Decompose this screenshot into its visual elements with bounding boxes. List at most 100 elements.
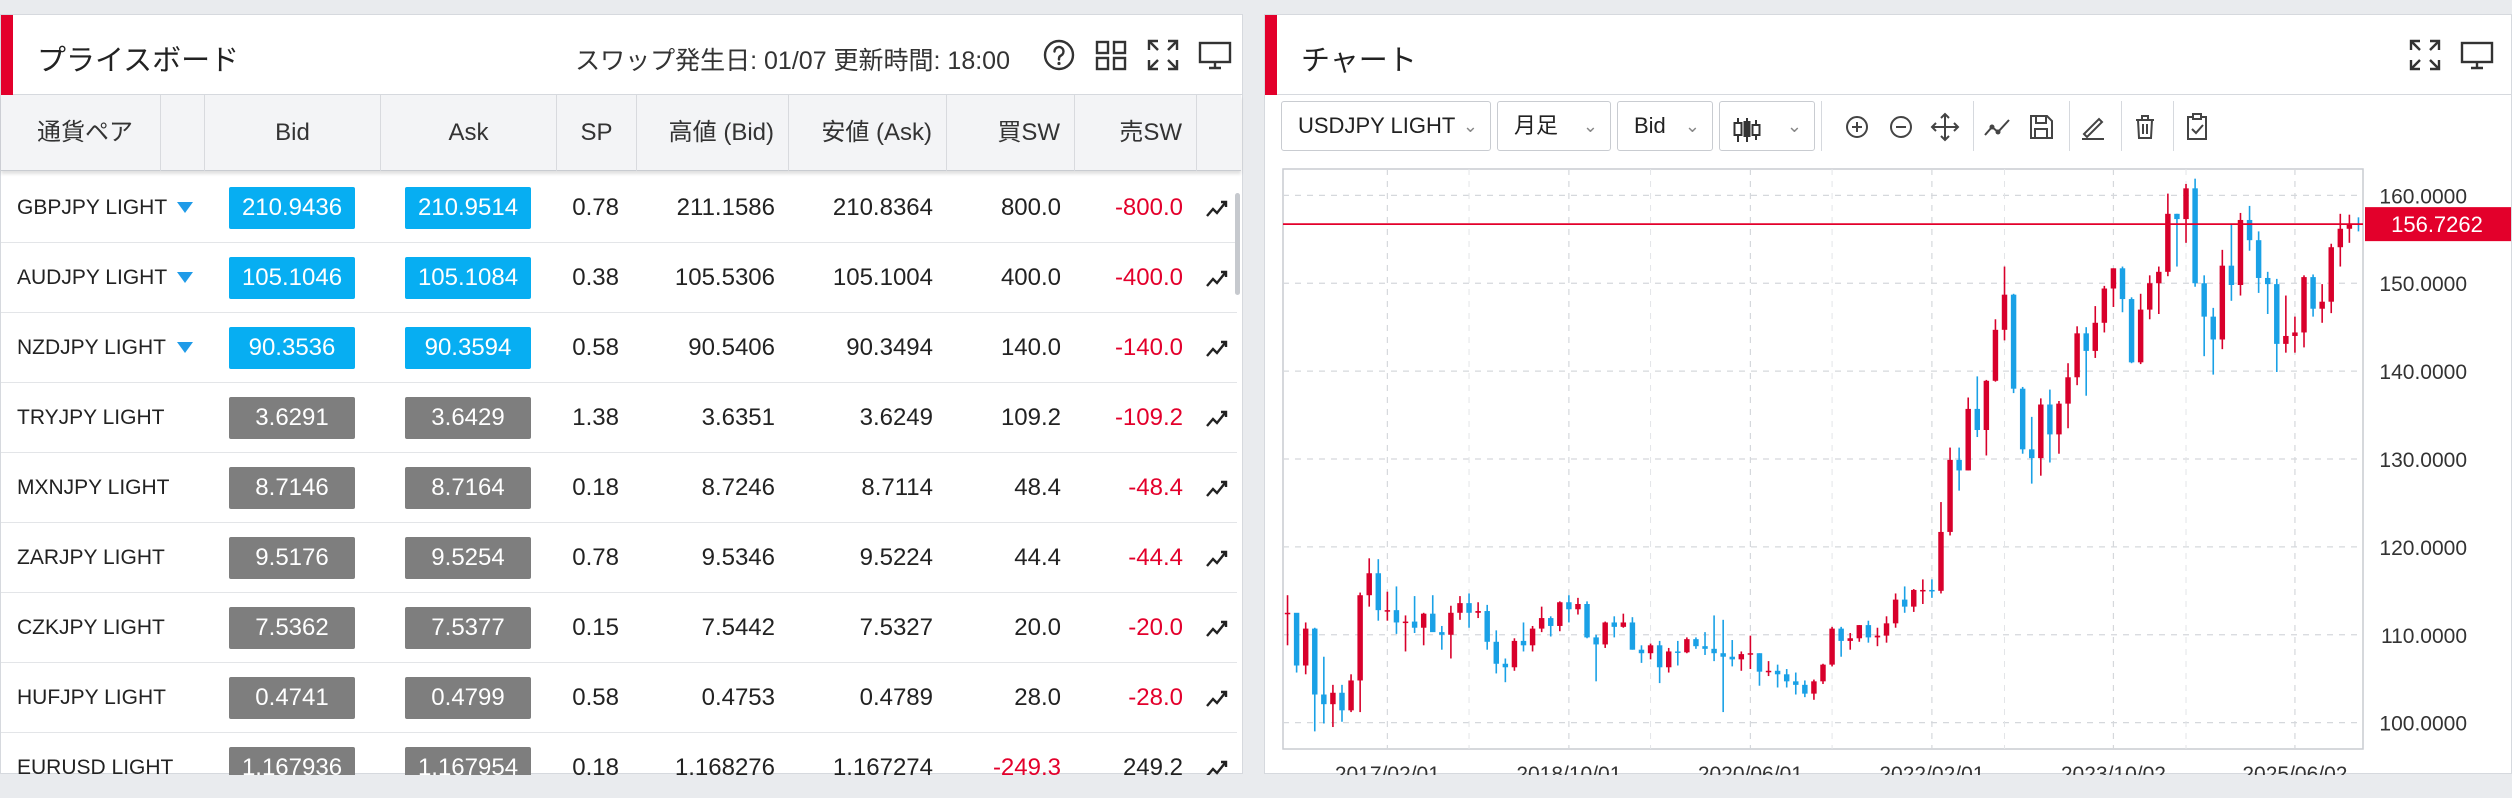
bid-price-button[interactable]: 210.9436 bbox=[229, 187, 355, 229]
candle-body bbox=[2174, 213, 2180, 220]
ask-price-button[interactable]: 3.6429 bbox=[405, 397, 531, 439]
candle-body bbox=[1457, 603, 1463, 613]
bid-price-button[interactable]: 3.6291 bbox=[229, 397, 355, 439]
buy-swap-value: 800.0 bbox=[1000, 194, 1061, 221]
zoom-in-icon[interactable] bbox=[1837, 107, 1877, 147]
sell-swap-value: -20.0 bbox=[1128, 614, 1183, 641]
trash-icon[interactable] bbox=[2125, 107, 2165, 147]
bid-price-button[interactable]: 9.5176 bbox=[229, 537, 355, 579]
candle-body bbox=[2274, 284, 2280, 344]
column-header-sp[interactable]: SP bbox=[557, 95, 637, 171]
candle-body bbox=[1856, 625, 1863, 639]
candle-body bbox=[2310, 277, 2316, 309]
pen-icon[interactable] bbox=[2073, 107, 2113, 147]
table-row[interactable]: HUFJPY LIGHT 0.4741 0.4799 0.58 0.4753 0.4789… bbox=[1, 663, 1237, 733]
candle-body bbox=[1711, 648, 1717, 654]
table-row[interactable]: TRYJPY LIGHT 3.6291 3.6429 1.38 3.6351 3.6249… bbox=[1, 383, 1237, 453]
spread-value: 0.15 bbox=[572, 614, 619, 641]
ask-price-button[interactable]: 0.4799 bbox=[405, 677, 531, 719]
table-row[interactable]: MXNJPY LIGHT 8.7146 8.7164 0.18 8.7246 8.7114… bbox=[1, 453, 1237, 523]
bid-price-button[interactable]: 90.3536 bbox=[229, 327, 355, 369]
monitor-icon[interactable] bbox=[2459, 37, 2495, 73]
candle-body bbox=[1312, 628, 1318, 695]
zoom-out-icon[interactable] bbox=[1881, 107, 1921, 147]
move-icon[interactable] bbox=[1925, 107, 1965, 147]
ask-price-button[interactable]: 210.9514 bbox=[405, 187, 531, 229]
table-scrollbar[interactable] bbox=[1235, 193, 1240, 295]
candle-body bbox=[1883, 623, 1890, 636]
y-axis-tick-label: 100.0000 bbox=[2379, 713, 2467, 736]
mini-chart-icon[interactable] bbox=[1205, 617, 1229, 639]
expand-icon[interactable] bbox=[1145, 37, 1181, 73]
candle-body bbox=[2038, 404, 2044, 459]
mini-chart-icon[interactable] bbox=[1205, 197, 1229, 219]
period-select[interactable]: 月足 ⌄ bbox=[1497, 101, 1611, 151]
y-axis-tick-label: 130.0000 bbox=[2379, 449, 2467, 472]
mini-chart-icon[interactable] bbox=[1205, 687, 1229, 709]
bid-price-button[interactable]: 1.167936 bbox=[229, 747, 355, 775]
currency-pair: HUFJPY LIGHT bbox=[17, 686, 166, 709]
column-header-sell-swap[interactable]: 売SW bbox=[1075, 95, 1197, 171]
usdjpy-candlestick-chart[interactable]: 100.0000 110.0000 120.0000 130.0000 140.0000… bbox=[1265, 155, 2511, 775]
mini-chart-icon[interactable] bbox=[1205, 757, 1229, 775]
ask-price-button[interactable]: 9.5254 bbox=[405, 537, 531, 579]
table-row[interactable]: CZKJPY LIGHT 7.5362 7.5377 0.15 7.5442 7.5327… bbox=[1, 593, 1237, 663]
save-icon[interactable] bbox=[2021, 107, 2061, 147]
ask-price-button[interactable]: 8.7164 bbox=[405, 467, 531, 509]
price-type-select[interactable]: Bid ⌄ bbox=[1617, 101, 1713, 151]
candle-body bbox=[1475, 611, 1481, 613]
current-price-label: 156.7262 bbox=[2391, 212, 2483, 237]
candle-body bbox=[1947, 459, 1953, 532]
currency-pair: CZKJPY LIGHT bbox=[17, 616, 165, 639]
column-header-pair[interactable]: 通貨ペア bbox=[1, 95, 161, 171]
header-accent-bar bbox=[1265, 15, 1277, 95]
trendline-icon[interactable] bbox=[1977, 107, 2017, 147]
bid-price-button[interactable]: 8.7146 bbox=[229, 467, 355, 509]
monitor-icon[interactable] bbox=[1197, 37, 1233, 73]
mini-chart-icon[interactable] bbox=[1205, 267, 1229, 289]
spread-value: 0.38 bbox=[572, 264, 619, 291]
mini-chart-icon[interactable] bbox=[1205, 337, 1229, 359]
column-header-low[interactable]: 安値 (Ask) bbox=[789, 95, 947, 171]
candle-body bbox=[2237, 219, 2244, 285]
candle-body bbox=[1865, 625, 1872, 638]
mini-chart-icon[interactable] bbox=[1205, 477, 1229, 499]
column-header-high[interactable]: 高値 (Bid) bbox=[637, 95, 789, 171]
column-header-bid[interactable]: Bid bbox=[205, 95, 381, 171]
sell-swap-value: 249.2 bbox=[1122, 754, 1183, 775]
bid-price-button[interactable]: 7.5362 bbox=[229, 607, 355, 649]
table-row[interactable]: ZARJPY LIGHT 9.5176 9.5254 0.78 9.5346 9.5224… bbox=[1, 523, 1237, 593]
expand-icon[interactable] bbox=[2407, 37, 2443, 73]
column-header-buy-swap[interactable]: 買SW bbox=[947, 95, 1075, 171]
clipboard-check-icon[interactable] bbox=[2177, 107, 2217, 147]
table-row[interactable]: EURUSD LIGHT 1.167936 1.167954 0.18 1.168276… bbox=[1, 733, 1237, 775]
candle-body bbox=[1366, 573, 1372, 596]
low-ask-value: 105.1004 bbox=[832, 264, 933, 291]
help-icon[interactable] bbox=[1041, 37, 1077, 73]
candle-body bbox=[1911, 589, 1917, 607]
ask-price-button[interactable]: 90.3594 bbox=[405, 327, 531, 369]
toolbar-divider bbox=[2173, 101, 2174, 151]
bid-price-button[interactable]: 105.1046 bbox=[229, 257, 355, 299]
table-row[interactable]: AUDJPY LIGHT 105.1046 105.1084 0.38 105.5306… bbox=[1, 243, 1237, 313]
low-ask-value: 8.7114 bbox=[861, 474, 933, 501]
candle-body bbox=[2110, 268, 2117, 289]
chart-type-select[interactable]: ⌄ bbox=[1719, 101, 1815, 151]
ask-price-button[interactable]: 105.1084 bbox=[405, 257, 531, 299]
spread-value: 0.78 bbox=[572, 544, 619, 571]
grid-icon[interactable] bbox=[1093, 37, 1129, 73]
symbol-select[interactable]: USDJPY LIGHT ⌄ bbox=[1281, 101, 1491, 151]
candle-body bbox=[2337, 228, 2344, 248]
mini-chart-icon[interactable] bbox=[1205, 407, 1229, 429]
column-header-ask[interactable]: Ask bbox=[381, 95, 557, 171]
ask-price-button[interactable]: 1.167954 bbox=[405, 747, 531, 775]
table-row[interactable]: NZDJPY LIGHT 90.3536 90.3594 0.58 90.5406 90.… bbox=[1, 313, 1237, 383]
sell-swap-value: -140.0 bbox=[1114, 334, 1183, 361]
mini-chart-icon[interactable] bbox=[1205, 547, 1229, 569]
ask-price-button[interactable]: 7.5377 bbox=[405, 607, 531, 649]
bid-price-button[interactable]: 0.4741 bbox=[229, 677, 355, 719]
toolbar-divider bbox=[1821, 101, 1822, 151]
high-bid-value: 8.7246 bbox=[701, 474, 775, 501]
table-row[interactable]: GBPJPY LIGHT 210.9436 210.9514 0.78 211.1586… bbox=[1, 173, 1237, 243]
candle-body bbox=[2255, 240, 2262, 278]
